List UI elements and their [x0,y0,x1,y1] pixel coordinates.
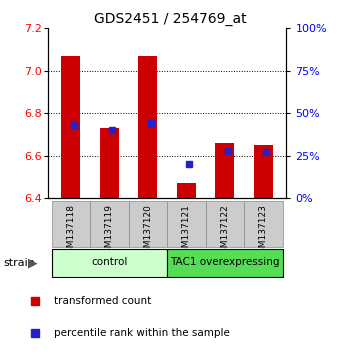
FancyBboxPatch shape [51,249,167,277]
Bar [100,128,119,198]
FancyBboxPatch shape [167,201,206,247]
Text: GSM137120: GSM137120 [143,204,152,259]
Text: strain: strain [3,258,35,268]
Text: GDS2451 / 254769_at: GDS2451 / 254769_at [94,12,247,27]
Text: GSM137121: GSM137121 [182,204,191,259]
FancyBboxPatch shape [206,201,244,247]
FancyBboxPatch shape [244,201,283,247]
Text: GSM137118: GSM137118 [66,204,75,259]
Text: TAC1 overexpressing: TAC1 overexpressing [170,257,280,267]
Text: percentile rank within the sample: percentile rank within the sample [54,328,230,338]
Text: GSM137122: GSM137122 [220,204,229,258]
FancyBboxPatch shape [167,249,283,277]
FancyBboxPatch shape [129,201,167,247]
Bar [138,56,158,198]
Bar [177,183,196,198]
FancyBboxPatch shape [90,201,129,247]
Bar [254,145,273,198]
Bar [61,56,80,198]
Text: GSM137119: GSM137119 [105,204,114,259]
Text: GSM137123: GSM137123 [259,204,268,259]
Text: transformed count: transformed count [54,296,151,306]
Bar [215,143,235,198]
Text: control: control [91,257,128,267]
Text: ▶: ▶ [28,256,37,269]
FancyBboxPatch shape [51,201,90,247]
